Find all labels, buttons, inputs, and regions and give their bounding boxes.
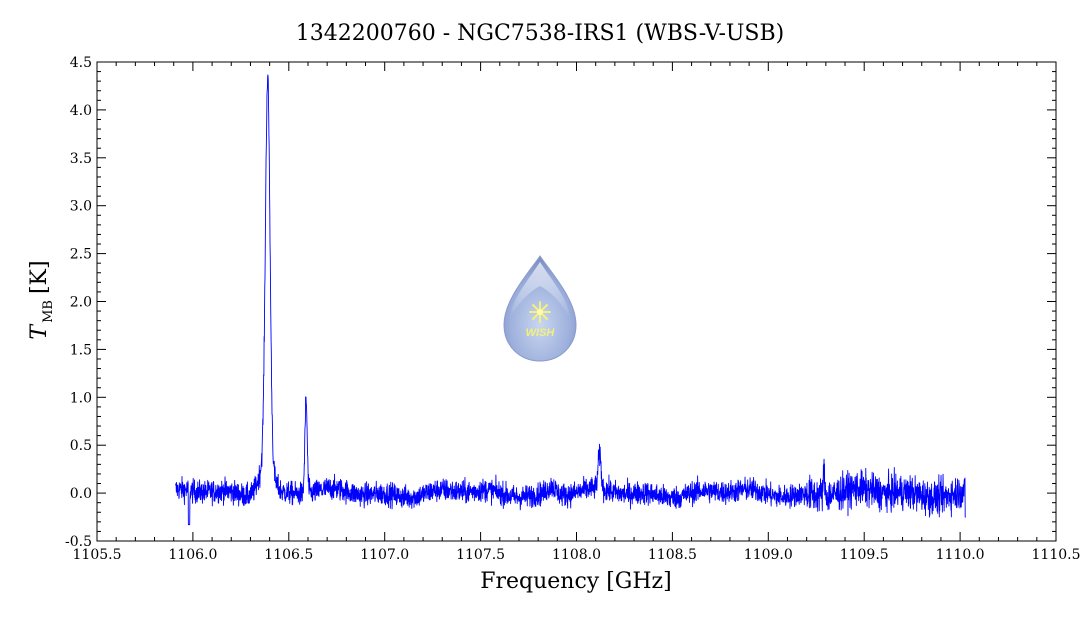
logo-text: WISH: [526, 327, 556, 339]
y-tick-label: 3.0: [70, 199, 92, 215]
x-tick-label: 1109.5: [840, 547, 889, 563]
y-tick-label: 1.5: [70, 342, 92, 358]
spectrum-series-line: [175, 74, 967, 526]
y-axis-symbol: T: [27, 323, 52, 340]
y-tick-label: 4.5: [70, 55, 92, 71]
y-tick-label: 2.5: [70, 247, 92, 263]
x-tick-label: 1107.0: [360, 547, 409, 563]
y-tick-label: 0.5: [70, 438, 92, 454]
y-axis-subscript: MB: [41, 300, 56, 323]
x-tick-label: 1109.0: [744, 547, 793, 563]
x-axis-label: Frequency [GHz]: [480, 569, 672, 594]
x-tick-label: 1108.5: [648, 547, 697, 563]
x-tick-label: 1106.0: [168, 547, 217, 563]
star-core: [537, 309, 543, 315]
svg-text:TMB[K]: TMB [K]: [27, 260, 56, 339]
plot-border: [96, 61, 1057, 542]
y-axis-unit: [K]: [27, 260, 52, 294]
x-tick-label: 1108.0: [552, 547, 601, 563]
x-tick-label: 1110.5: [1032, 547, 1080, 563]
x-tick-label: 1105.5: [73, 547, 122, 563]
y-axis-label: TMB [K]: [27, 260, 56, 339]
y-tick-label: 0.0: [70, 486, 92, 502]
y-tick-label: 3.5: [70, 151, 92, 167]
plot-area: [96, 61, 1057, 542]
x-tick-label: 1110.0: [936, 547, 985, 563]
droplet-shine: [510, 262, 570, 318]
y-tick-label: 1.0: [70, 390, 92, 406]
x-tick-label: 1107.5: [456, 547, 505, 563]
y-tick-label: 2.0: [70, 295, 92, 311]
chart-title: 1342200760 - NGC7538-IRS1 (WBS-V-USB): [296, 21, 785, 46]
x-tick-label: 1106.5: [264, 547, 313, 563]
y-tick-label: 4.0: [70, 103, 92, 119]
y-tick-label: -0.5: [65, 534, 92, 550]
wish-logo: WISH: [503, 255, 577, 362]
